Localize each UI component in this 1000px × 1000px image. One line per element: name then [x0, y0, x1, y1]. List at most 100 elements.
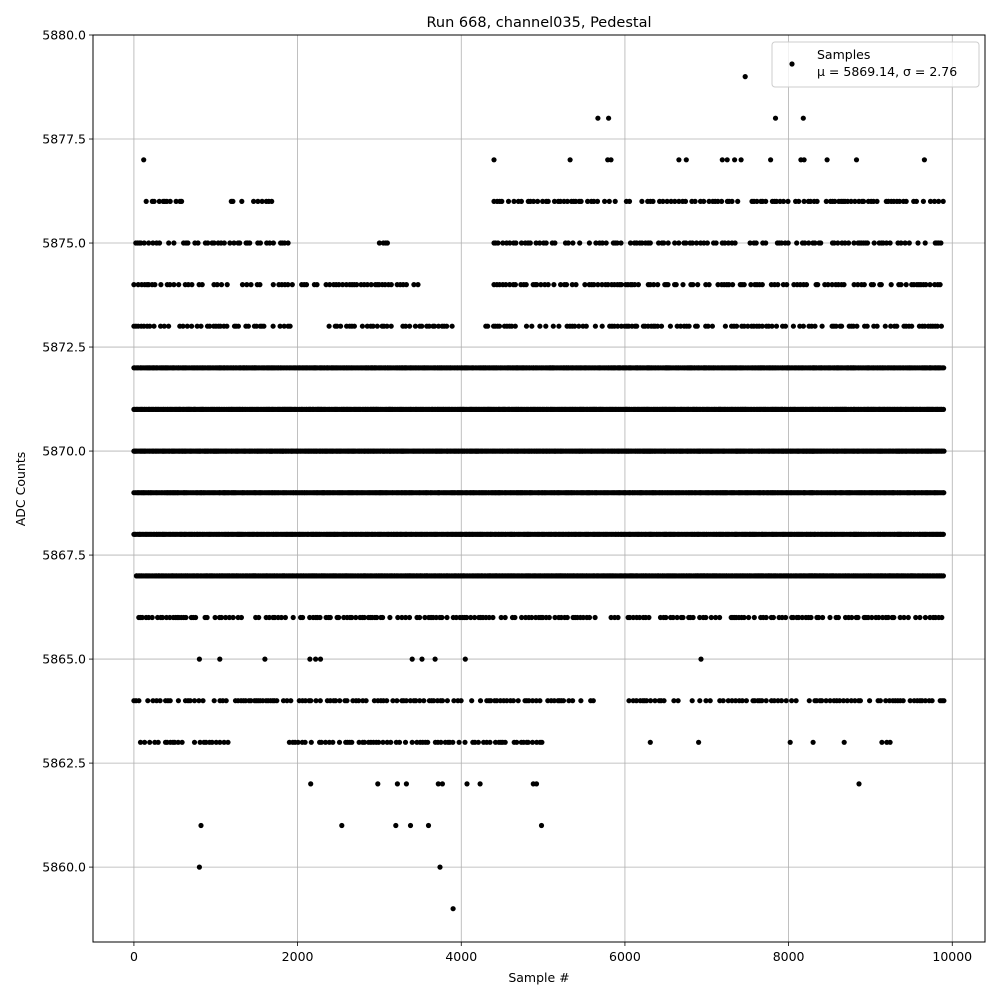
data-point	[808, 614, 814, 621]
data-point	[800, 323, 807, 329]
data-point	[835, 614, 842, 621]
data-point	[487, 739, 493, 745]
data-point	[183, 614, 189, 621]
data-point	[270, 282, 276, 288]
data-point	[603, 240, 609, 246]
data-point	[905, 614, 911, 621]
data-point	[349, 739, 355, 745]
data-point	[287, 323, 293, 329]
data-point	[900, 698, 906, 704]
data-point	[502, 614, 508, 621]
data-point	[775, 282, 781, 288]
data-point	[221, 240, 227, 246]
data-point	[514, 739, 520, 745]
data-point	[741, 614, 747, 621]
data-point	[439, 614, 445, 621]
data-point	[136, 698, 142, 704]
data-point	[384, 240, 390, 246]
data-point	[722, 323, 729, 329]
data-point	[515, 698, 521, 704]
data-point	[477, 698, 484, 704]
data-point	[387, 614, 393, 621]
data-point	[156, 240, 163, 246]
data-point	[922, 614, 929, 621]
data-point	[513, 240, 519, 246]
data-point	[941, 698, 947, 704]
data-point	[550, 323, 556, 329]
data-point	[290, 614, 296, 621]
data-point	[388, 282, 394, 288]
data-point	[512, 323, 518, 329]
data-point	[686, 323, 692, 329]
data-point	[444, 698, 450, 704]
data-point	[151, 323, 157, 329]
data-point	[618, 240, 624, 246]
data-point	[336, 614, 342, 621]
data-point	[590, 698, 596, 704]
data-point	[927, 282, 933, 288]
data-point	[450, 739, 456, 745]
data-point	[300, 614, 306, 621]
data-point	[570, 698, 576, 704]
data-point	[707, 698, 713, 704]
data-point	[583, 323, 589, 329]
data-point	[680, 282, 686, 288]
data-point	[647, 240, 653, 246]
data-point	[224, 323, 230, 329]
data-point	[658, 323, 665, 329]
data-point	[512, 282, 519, 288]
data-point	[193, 614, 199, 621]
data-point	[741, 282, 747, 288]
data-point	[282, 614, 288, 621]
data-point	[303, 282, 310, 288]
data-point	[937, 282, 943, 288]
data-point	[337, 698, 343, 704]
data-point	[546, 614, 552, 621]
data-point	[841, 282, 847, 288]
data-point	[512, 614, 518, 621]
data-point	[782, 323, 789, 329]
data-point	[289, 282, 295, 288]
data-point	[326, 323, 332, 329]
data-point	[592, 323, 599, 329]
data-point	[142, 739, 148, 745]
data-point	[545, 282, 551, 288]
data-point	[849, 614, 855, 621]
data-point	[469, 698, 475, 704]
data-point	[635, 282, 642, 288]
data-point	[929, 698, 935, 704]
data-point	[444, 323, 450, 329]
data-point	[147, 739, 153, 745]
data-point	[577, 240, 583, 246]
data-point	[552, 240, 558, 246]
data-point	[403, 282, 409, 288]
data-point	[449, 323, 455, 329]
data-point	[592, 614, 598, 621]
data-point	[903, 282, 909, 288]
data-point	[155, 739, 161, 745]
data-point	[730, 282, 736, 288]
data-point	[419, 323, 425, 329]
data-point	[894, 323, 900, 329]
data-point	[199, 282, 205, 288]
data-point	[665, 282, 671, 288]
data-point	[380, 614, 386, 621]
data-point	[158, 282, 164, 288]
data-point	[285, 240, 291, 246]
data-point	[407, 323, 413, 329]
data-point	[706, 282, 712, 288]
data-point	[941, 490, 947, 496]
data-point	[820, 614, 826, 621]
data-point	[941, 448, 947, 454]
data-point	[694, 323, 700, 329]
data-point	[941, 365, 947, 371]
data-point	[308, 698, 314, 704]
data-point	[888, 282, 894, 288]
data-point	[189, 282, 195, 288]
data-point	[314, 282, 320, 288]
data-point	[152, 282, 158, 288]
data-point	[539, 739, 545, 745]
data-point	[695, 282, 701, 288]
data-point	[308, 739, 314, 745]
data-point	[204, 614, 210, 621]
